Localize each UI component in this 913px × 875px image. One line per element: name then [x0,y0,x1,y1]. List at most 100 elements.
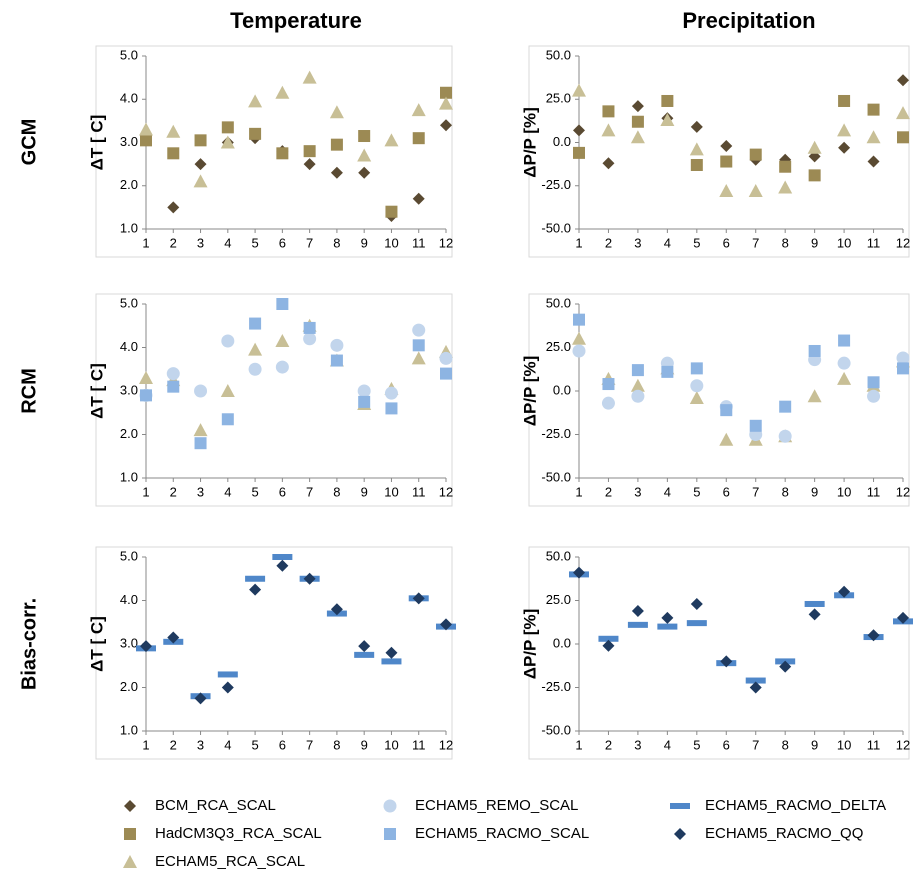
square-marker [749,148,762,161]
triangle-marker [689,390,704,404]
row-label: Bias-corr. [18,598,40,690]
diamond-marker [897,611,909,624]
square-marker [124,828,136,840]
circle-marker [383,799,397,813]
x-tick-label: 4 [664,235,671,250]
y-tick-label: 0.0 [553,382,571,397]
circle-marker [631,389,645,403]
diamond-marker [779,660,792,673]
diamond-marker [412,192,425,205]
square-marker [779,160,792,173]
x-tick-label: 12 [439,235,453,250]
x-tick-label: 7 [306,737,313,752]
triangle-marker [329,105,344,119]
y-tick-label: 3.0 [120,635,138,650]
x-tick-label: 1 [575,235,582,250]
y-tick-label: -25.0 [541,679,571,694]
square-marker [412,132,425,145]
column-title: Precipitation [682,8,815,33]
triangle-marker [139,370,153,384]
circle-marker [275,360,289,374]
square-marker [140,134,152,147]
diamond-marker [276,559,289,572]
y-tick-label: 3.0 [120,134,138,149]
circle-marker [837,356,851,370]
triangle-marker [139,122,153,136]
diamond-marker [690,120,703,133]
x-tick-label: 11 [412,737,426,752]
square-marker [631,364,644,377]
y-tick-label: 0.0 [553,635,571,650]
circle-marker [690,379,704,393]
x-tick-label: 12 [439,484,453,499]
x-tick-label: 1 [142,737,149,752]
triangle-marker [384,133,399,147]
triangle-marker [193,174,208,188]
y-axis-label: ΔT [ C] [87,363,106,419]
diamond-marker [194,158,207,171]
x-tick-label: 9 [811,235,818,250]
triangle-marker [748,183,763,197]
x-tick-label: 2 [170,737,177,752]
x-tick-label: 10 [837,737,851,752]
circle-marker [194,384,208,398]
dash-marker [217,671,238,678]
x-tick-label: 12 [896,235,910,250]
triangle-marker [439,96,453,110]
square-marker [384,828,396,840]
x-tick-label: 2 [605,235,612,250]
square-marker [303,321,316,334]
x-tick-label: 4 [224,737,231,752]
diamond-marker [631,604,644,617]
panel-frame [528,293,910,507]
circle-marker [778,429,792,443]
x-tick-label: 12 [896,737,910,752]
square-marker [330,138,343,151]
square-marker [749,419,762,432]
x-tick-label: 6 [723,235,730,250]
x-tick-label: 8 [333,235,340,250]
column-title: Temperature [230,8,362,33]
square-marker [573,313,585,326]
square-marker [358,395,371,408]
dash-marker [745,677,766,684]
y-tick-label: 25.0 [546,592,571,607]
circle-marker [896,351,910,365]
diamond-marker [412,592,425,605]
diamond-marker [602,157,615,170]
x-tick-label: 10 [837,484,851,499]
y-tick-label: 3.0 [120,382,138,397]
x-tick-label: 4 [224,484,231,499]
triangle-marker [837,123,852,137]
y-tick-label: 4.0 [120,592,138,607]
x-tick-label: 8 [333,484,340,499]
circle-marker [439,351,453,365]
x-tick-label: 7 [752,737,759,752]
y-tick-label: -50.0 [541,469,571,484]
triangle-marker [302,70,317,84]
diamond-marker [249,583,262,596]
diamond-marker [440,618,452,631]
circle-marker [384,386,398,400]
y-tick-label: 5.0 [120,295,138,310]
y-tick-label: 25.0 [546,91,571,106]
x-tick-label: 1 [142,235,149,250]
triangle-marker [123,855,137,868]
square-marker [303,145,316,158]
square-marker [276,298,289,310]
x-tick-label: 3 [634,737,641,752]
square-marker [385,402,398,415]
legend-label: ECHAM5_RCA_SCAL [155,853,305,870]
x-tick-label: 11 [412,484,426,499]
square-marker [440,367,452,380]
legend-label: ECHAM5_RACMO_SCAL [415,825,589,842]
square-marker [690,158,703,171]
legend-label: ECHAM5_REMO_SCAL [415,797,578,814]
diamond-marker [838,141,851,154]
diamond-marker [661,611,674,624]
diamond-marker [674,828,686,840]
square-marker [631,115,644,128]
square-marker [221,121,234,134]
circle-marker [572,344,586,358]
x-tick-label: 9 [361,737,368,752]
